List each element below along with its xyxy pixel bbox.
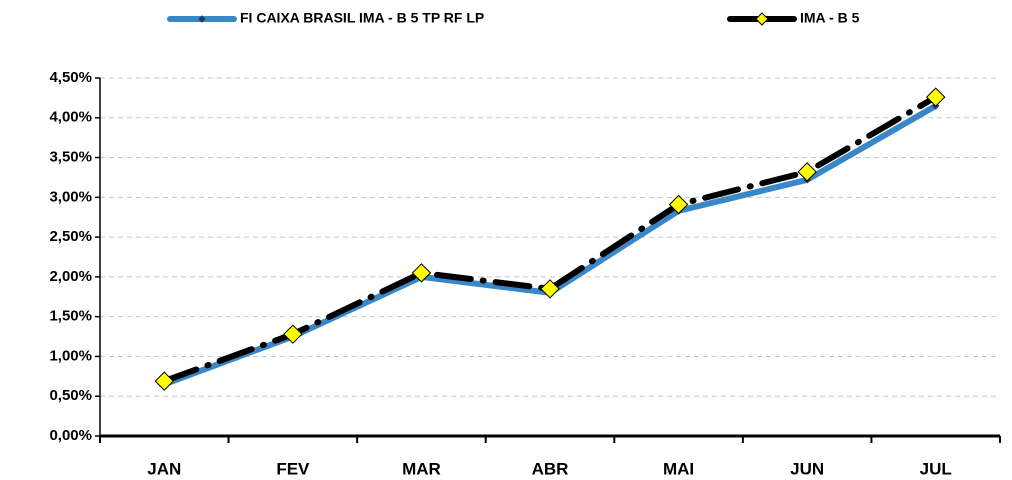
- legend-item: FI CAIXA BRASIL IMA - B 5 TP RF LP: [167, 10, 484, 26]
- y-tick-label: 2,00%: [49, 268, 92, 285]
- x-tick-label: FEV: [276, 459, 310, 478]
- y-tick-label: 4,00%: [49, 109, 92, 126]
- point-marker: [411, 263, 432, 283]
- x-tick-label: MAI: [663, 459, 694, 478]
- y-tick-label: 1,50%: [49, 308, 92, 325]
- series-line: [161, 94, 939, 385]
- point-marker: [540, 279, 560, 299]
- x-tick-label: JAN: [147, 459, 181, 478]
- legend-marker: [198, 15, 206, 23]
- point-marker: [154, 371, 174, 391]
- series-line: [161, 102, 939, 388]
- y-tick-label: 0,50%: [49, 387, 92, 404]
- legend-marker: [755, 12, 769, 26]
- y-tick-label: 3,00%: [49, 188, 92, 205]
- legend-label: FI CAIXA BRASIL IMA - B 5 TP RF LP: [240, 10, 484, 26]
- x-tick-label: JUN: [790, 459, 824, 478]
- point-marker: [797, 162, 817, 182]
- y-tick-label: 1,00%: [49, 347, 92, 364]
- legend-item: IMA - B 5: [727, 10, 860, 26]
- legend-label: IMA - B 5: [800, 10, 860, 26]
- y-tick-label: 4,50%: [49, 69, 92, 86]
- x-tick-label: ABR: [532, 459, 569, 478]
- y-tick-label: 0,00%: [49, 427, 92, 444]
- y-tick-label: 3,50%: [49, 149, 92, 166]
- point-marker: [926, 87, 946, 107]
- x-tick-label: JUL: [920, 459, 952, 478]
- point-marker: [283, 324, 303, 344]
- point-marker: [668, 194, 689, 215]
- y-tick-label: 2,50%: [49, 228, 92, 245]
- x-tick-label: MAR: [402, 459, 441, 478]
